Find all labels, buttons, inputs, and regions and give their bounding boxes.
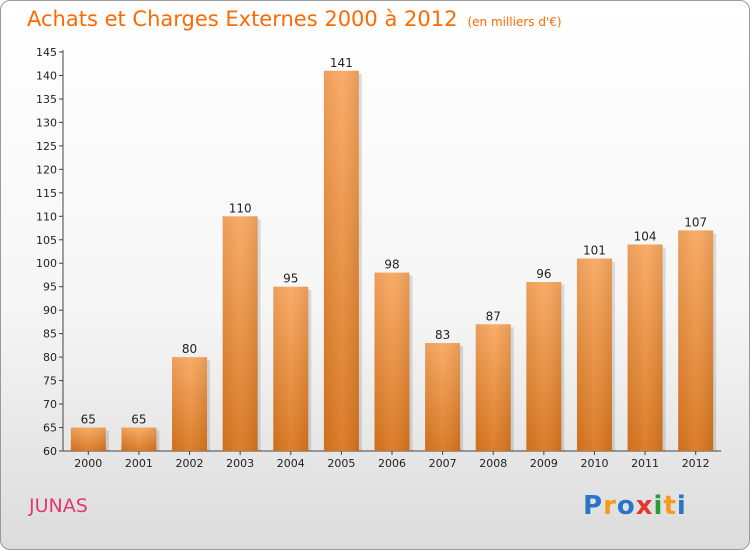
bar-highlight bbox=[425, 343, 461, 451]
logo-letter: o bbox=[616, 491, 636, 521]
x-tick-label-2010: 2010 bbox=[580, 457, 608, 470]
x-tick-label-2003: 2003 bbox=[226, 457, 254, 470]
data-label-2006: 98 bbox=[384, 258, 399, 272]
logo-letter: i bbox=[676, 491, 687, 521]
bar-highlight bbox=[576, 258, 612, 451]
x-tick-label-2008: 2008 bbox=[479, 457, 507, 470]
y-tick-label: 85 bbox=[43, 328, 57, 341]
y-tick-label: 60 bbox=[43, 445, 57, 458]
bar-highlight bbox=[627, 244, 663, 451]
bar-highlight bbox=[526, 282, 562, 451]
x-tick-label-2001: 2001 bbox=[125, 457, 153, 470]
data-label-2012: 107 bbox=[684, 215, 707, 229]
chart-subtitle: (en milliers d'€) bbox=[467, 15, 562, 29]
chart-title: Achats et Charges Externes 2000 à 2012 (e… bbox=[27, 7, 562, 31]
bar-highlight bbox=[374, 272, 410, 451]
y-tick-label: 110 bbox=[36, 210, 57, 223]
chart-title-text: Achats et Charges Externes 2000 à 2012 bbox=[27, 7, 458, 31]
logo-letter: i bbox=[653, 491, 664, 521]
bar-highlight bbox=[323, 70, 359, 451]
logo-letter: x bbox=[635, 491, 654, 521]
x-tick-label-2007: 2007 bbox=[429, 457, 457, 470]
data-label-2002: 80 bbox=[182, 342, 197, 356]
bar-highlight bbox=[222, 216, 258, 451]
data-label-2008: 87 bbox=[486, 309, 501, 323]
data-label-2011: 104 bbox=[634, 229, 657, 243]
data-label-2000: 65 bbox=[81, 413, 96, 427]
data-label-2001: 65 bbox=[131, 413, 146, 427]
x-tick-label-2000: 2000 bbox=[74, 457, 102, 470]
logo-letter: r bbox=[603, 491, 617, 521]
y-tick-label: 135 bbox=[36, 93, 57, 106]
proxiti-logo: Proxiti bbox=[583, 491, 687, 521]
y-tick-label: 130 bbox=[36, 116, 57, 129]
bar-highlight bbox=[70, 427, 106, 451]
data-label-2003: 110 bbox=[229, 201, 252, 215]
logo-letter: t bbox=[663, 491, 677, 521]
x-tick-label-2004: 2004 bbox=[277, 457, 305, 470]
y-tick-label: 80 bbox=[43, 351, 57, 364]
x-tick-label-2002: 2002 bbox=[176, 457, 204, 470]
data-label-2004: 95 bbox=[283, 272, 298, 286]
x-tick-label-2012: 2012 bbox=[682, 457, 710, 470]
bar-highlight bbox=[273, 286, 309, 451]
y-tick-label: 70 bbox=[43, 398, 57, 411]
bar-highlight bbox=[172, 357, 208, 451]
y-tick-label: 120 bbox=[36, 163, 57, 176]
x-tick-label-2005: 2005 bbox=[327, 457, 355, 470]
x-tick-label-2011: 2011 bbox=[631, 457, 659, 470]
bar-highlight bbox=[678, 230, 714, 451]
bar-highlight bbox=[121, 427, 157, 451]
data-label-2009: 96 bbox=[536, 267, 551, 281]
data-label-2007: 83 bbox=[435, 328, 450, 342]
data-label-2005: 141 bbox=[330, 56, 353, 70]
y-tick-label: 125 bbox=[36, 140, 57, 153]
x-tick-label-2009: 2009 bbox=[530, 457, 558, 470]
x-tick-label-2006: 2006 bbox=[378, 457, 406, 470]
y-tick-label: 145 bbox=[36, 46, 57, 59]
y-tick-label: 100 bbox=[36, 257, 57, 270]
y-tick-label: 115 bbox=[36, 187, 57, 200]
y-tick-label: 140 bbox=[36, 69, 57, 82]
y-tick-label: 105 bbox=[36, 234, 57, 247]
location-label: JUNAS bbox=[29, 495, 88, 517]
y-tick-label: 95 bbox=[43, 281, 57, 294]
y-tick-label: 65 bbox=[43, 422, 57, 435]
data-label-2010: 101 bbox=[583, 244, 606, 258]
bar-highlight bbox=[475, 324, 511, 451]
y-tick-label: 90 bbox=[43, 304, 57, 317]
logo-letter: P bbox=[583, 491, 604, 521]
y-tick-label: 75 bbox=[43, 375, 57, 388]
